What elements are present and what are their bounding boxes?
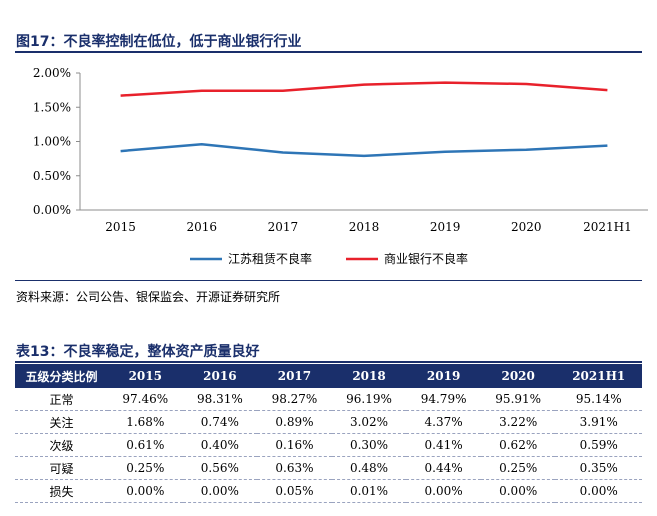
table-cell: 0.41% xyxy=(406,433,481,457)
table-cell: 0.00% xyxy=(108,479,183,503)
table-cell: 0.35% xyxy=(555,456,642,480)
classification-table: 五级分类比例 2015 2016 2017 2018 2019 2020 2021H1 正常 9… xyxy=(15,364,642,503)
table-cell: 94.79% xyxy=(406,388,481,411)
chart-legend: 江苏租赁不良率 商业银行不良率 xyxy=(190,251,468,266)
y-tick-label: 0.00% xyxy=(33,203,71,217)
y-tick-label: 1.00% xyxy=(33,135,71,149)
table-cell: 0.44% xyxy=(406,456,481,480)
table-header-row: 五级分类比例 2015 2016 2017 2018 2019 2020 2021H1 xyxy=(15,364,642,388)
table-cell: 0.56% xyxy=(182,456,258,480)
x-tick-label: 2019 xyxy=(430,220,461,234)
table-header-year: 2019 xyxy=(406,364,481,388)
table-cell: 0.01% xyxy=(331,479,407,503)
row-label: 次级 xyxy=(15,433,108,457)
table-cell: 98.31% xyxy=(182,388,258,411)
table-row: 正常 97.46% 98.31% 98.27% 96.19% 94.79% 95.91% 95… xyxy=(15,388,642,411)
table-cell: 3.22% xyxy=(480,410,556,434)
table-cell: 0.25% xyxy=(108,456,183,480)
figure-title: 图17：不良率控制在低位，低于商业银行行业 xyxy=(16,34,302,50)
y-tick-label: 0.50% xyxy=(33,169,71,183)
table-cell: 0.89% xyxy=(257,410,332,434)
table-cell: 0.59% xyxy=(555,433,642,457)
series-lines xyxy=(120,81,608,158)
table-cell: 3.91% xyxy=(555,410,642,434)
table-cell: 98.27% xyxy=(257,388,332,411)
x-tick-label: 2018 xyxy=(349,220,380,234)
row-label: 正常 xyxy=(15,388,108,411)
x-tick-label: 2016 xyxy=(186,220,217,234)
table-cell: 0.62% xyxy=(480,433,556,457)
table-cell: 0.00% xyxy=(406,479,481,503)
table-cell: 0.63% xyxy=(257,456,332,480)
table-title: 表13：不良率稳定，整体资产质量良好 xyxy=(16,344,260,360)
table-cell: 0.74% xyxy=(182,410,258,434)
table-title-rule xyxy=(15,361,642,363)
table-header-year: 2020 xyxy=(480,364,556,388)
table-cell: 95.14% xyxy=(555,388,642,411)
table-cell: 0.00% xyxy=(555,479,642,503)
x-axis: 2015 2016 2017 2018 2019 2020 2021H1 xyxy=(80,209,648,234)
series-line-1 xyxy=(120,142,608,158)
x-tick-label: 2015 xyxy=(105,220,136,234)
x-tick-label: 2017 xyxy=(268,220,299,234)
legend-label: 商业银行不良率 xyxy=(384,251,468,266)
table-cell: 0.25% xyxy=(480,456,556,480)
table-cell: 0.61% xyxy=(108,433,183,457)
source-rule-top xyxy=(15,280,642,281)
table-header-year: 2017 xyxy=(257,364,332,388)
table-cell: 95.91% xyxy=(480,388,556,411)
table-row: 可疑 0.25% 0.56% 0.63% 0.48% 0.44% 0.25% 0.35% xyxy=(15,456,642,480)
table-header-year: 2021H1 xyxy=(555,364,642,388)
table-cell: 0.05% xyxy=(257,479,332,503)
table-cell: 97.46% xyxy=(108,388,183,411)
y-axis: 2.00% 1.50% 1.00% 0.50% 0.00% xyxy=(33,66,81,217)
table-row: 次级 0.61% 0.40% 0.16% 0.30% 0.41% 0.62% 0.59% xyxy=(15,433,642,457)
table-header-label: 五级分类比例 xyxy=(15,364,108,388)
table-cell: 0.00% xyxy=(182,479,258,503)
series-line-2 xyxy=(120,81,608,97)
source-note: 资料来源：公司公告、银保监会、开源证券研究所 xyxy=(16,290,281,304)
figure-title-rule xyxy=(15,51,642,53)
x-tick-label: 2021H1 xyxy=(583,220,632,234)
table-cell: 0.48% xyxy=(331,456,407,480)
table-row: 关注 1.68% 0.74% 0.89% 3.02% 4.37% 3.22% 3.91% xyxy=(15,410,642,434)
table-cell: 0.30% xyxy=(331,433,407,457)
y-tick-label: 2.00% xyxy=(33,66,71,80)
table-cell: 96.19% xyxy=(331,388,407,411)
table-cell: 0.40% xyxy=(182,433,258,457)
row-label: 损失 xyxy=(15,479,108,503)
line-chart: 2.00%1.50%1.00%0.50%0.00% 2015 2016 2017 20… xyxy=(33,66,648,266)
table-header-year: 2016 xyxy=(182,364,258,388)
table-header-year: 2015 xyxy=(108,364,183,388)
table-header-year: 2018 xyxy=(331,364,407,388)
table-cell: 4.37% xyxy=(406,410,481,434)
table-cell: 3.02% xyxy=(331,410,407,434)
table-cell: 1.68% xyxy=(108,410,183,434)
table-cell: 0.16% xyxy=(257,433,332,457)
table-cell: 0.00% xyxy=(480,479,556,503)
legend-label: 江苏租赁不良率 xyxy=(228,251,312,266)
table-row: 损失 0.00% 0.00% 0.05% 0.01% 0.00% 0.00% 0.00% xyxy=(15,479,642,503)
row-label: 关注 xyxy=(15,410,108,434)
y-tick-label: 1.50% xyxy=(33,100,71,114)
x-tick-label: 2020 xyxy=(511,220,542,234)
row-label: 可疑 xyxy=(15,456,108,480)
